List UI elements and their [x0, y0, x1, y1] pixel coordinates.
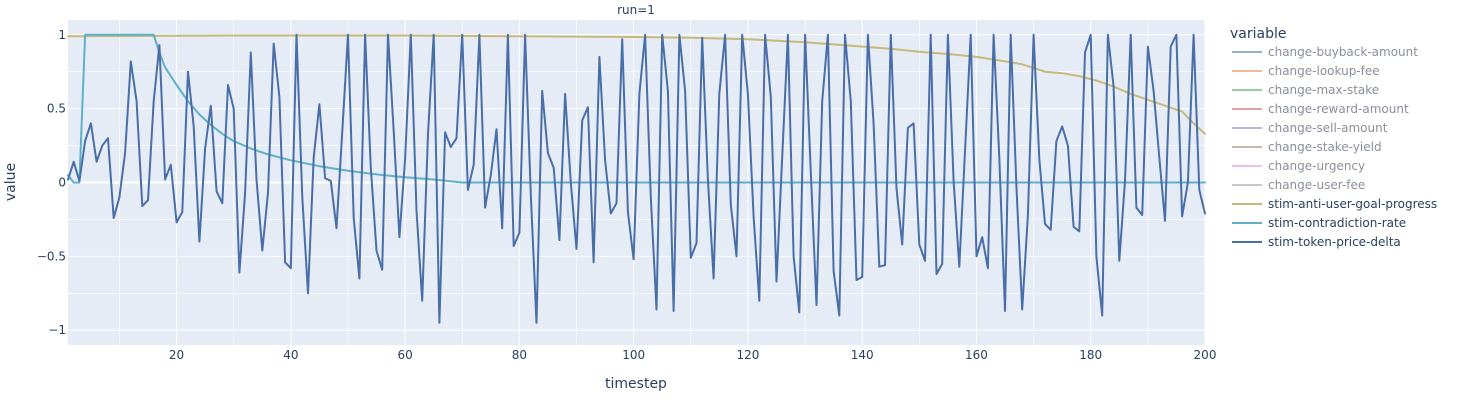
y-axis-ticks: −1 −0.5 0 0.5 1 [37, 28, 66, 337]
y-tick-label: 0 [58, 176, 66, 190]
x-tick-label: 100 [622, 348, 645, 362]
legend-item-change-sell-amount[interactable]: change-sell-amount [1268, 121, 1388, 135]
x-tick-label: 40 [283, 348, 298, 362]
x-tick-label: 80 [512, 348, 527, 362]
y-tick-label: −1 [48, 323, 66, 337]
x-tick-label: 140 [851, 348, 874, 362]
series-line-stim-contradiction-rate [67, 33, 1206, 184]
x-tick-label: 200 [1194, 348, 1217, 362]
legend-item-stim-anti-user-goal-progress[interactable]: stim-anti-user-goal-progress [1268, 197, 1437, 211]
legend-item-change-max-stake[interactable]: change-max-stake [1268, 83, 1379, 97]
y-tick-label: 1 [58, 28, 66, 42]
legend-item-change-stake-yield[interactable]: change-stake-yield [1268, 140, 1382, 154]
legend-title: variable [1230, 26, 1286, 42]
facet-title: run=1 [617, 3, 655, 17]
y-axis-title: value [3, 163, 19, 201]
x-axis-ticks: 20 40 60 80 100 120 140 160 180 200 [169, 348, 1217, 362]
legend-item-change-user-fee[interactable]: change-user-fee [1268, 178, 1365, 192]
x-tick-label: 180 [1079, 348, 1102, 362]
legend-item-change-lookup-fee[interactable]: change-lookup-fee [1268, 64, 1380, 78]
legend-item-stim-token-price-delta[interactable]: stim-token-price-delta [1268, 235, 1401, 249]
x-tick-label: 60 [397, 348, 412, 362]
x-axis-title: timestep [605, 376, 667, 392]
series-layer [67, 33, 1206, 324]
x-tick-label: 160 [965, 348, 988, 362]
y-tick-label: 0.5 [47, 102, 66, 116]
x-tick-label: 120 [736, 348, 759, 362]
x-tick-label: 20 [169, 348, 184, 362]
legend-item-change-reward-amount[interactable]: change-reward-amount [1268, 102, 1409, 116]
legend: variable change-buyback-amount change-loo… [1230, 26, 1437, 249]
legend-item-change-urgency[interactable]: change-urgency [1268, 159, 1365, 173]
legend-item-change-buyback-amount[interactable]: change-buyback-amount [1268, 45, 1418, 59]
legend-item-stim-contradiction-rate[interactable]: stim-contradiction-rate [1268, 216, 1406, 230]
series-line-stim-token-price-delta [67, 33, 1206, 324]
y-tick-label: −0.5 [37, 249, 66, 263]
